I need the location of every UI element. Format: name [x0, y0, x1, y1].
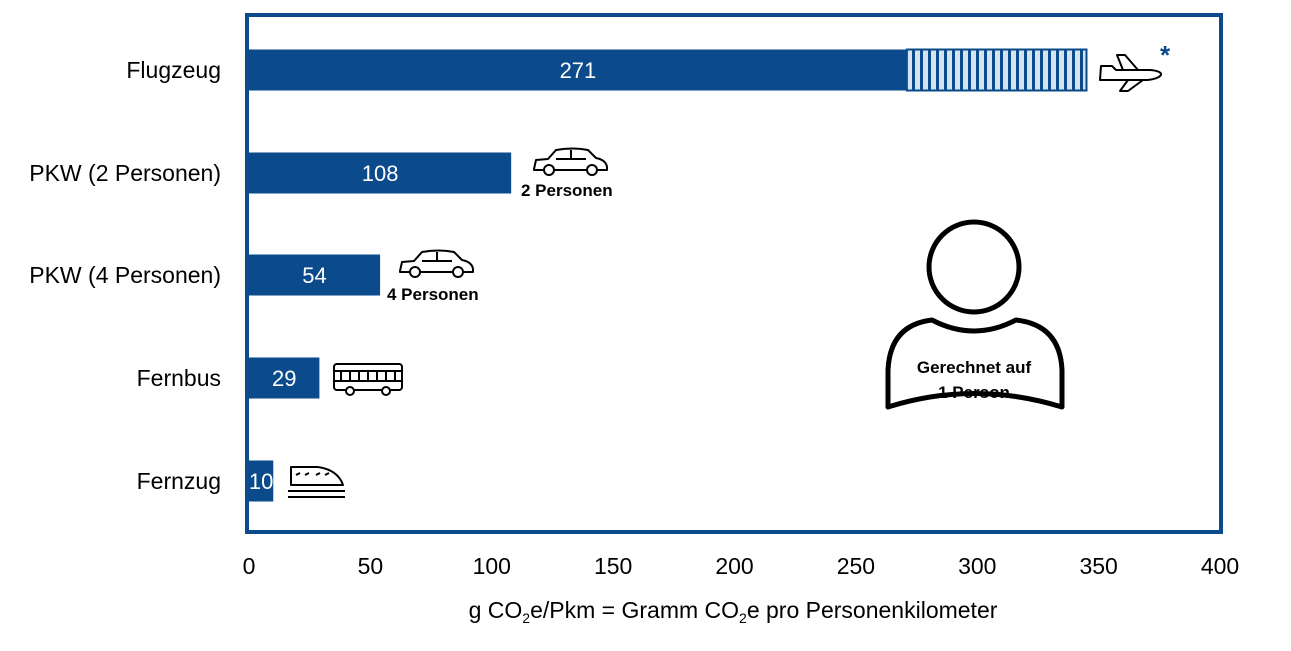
category-label: Fernzug [137, 468, 221, 494]
bar-0 [249, 49, 907, 91]
bar-extension-hatched [905, 48, 1088, 92]
bars-group: 271 108 54 29 10 [249, 48, 1088, 502]
car-icon [533, 147, 608, 176]
car-icon [399, 249, 474, 278]
plot-frame [245, 13, 1223, 534]
pkw4-note: 4 Personen [387, 285, 479, 304]
x-tick-labels: 0 50 100 150 200 250 300 350 400 [243, 553, 1240, 579]
category-labels: Flugzeug PKW (2 Personen) PKW (4 Personen)… [29, 57, 221, 494]
category-label: Flugzeug [126, 57, 221, 83]
x-tick-label: 100 [473, 553, 511, 579]
x-tick-label: 400 [1201, 553, 1239, 579]
x-tick-label: 50 [358, 553, 384, 579]
airplane-icon [1099, 54, 1163, 92]
bar-4 [249, 460, 274, 502]
bus-icon [333, 363, 403, 396]
category-label: Fernbus [137, 365, 221, 391]
bar-2 [249, 254, 381, 296]
x-tick-label: 350 [1079, 553, 1117, 579]
person-label-line1: Gerechnet auf [917, 358, 1032, 377]
x-tick-label: 300 [958, 553, 996, 579]
bar-value-label: 10 [249, 469, 273, 494]
plane-asterisk: * [1160, 40, 1171, 70]
x-tick-label: 150 [594, 553, 632, 579]
category-label: PKW (2 Personen) [29, 160, 221, 186]
bar-value-label: 29 [272, 366, 296, 391]
x-tick-label: 200 [715, 553, 753, 579]
category-label: PKW (4 Personen) [29, 262, 221, 288]
pkw2-note: 2 Personen [521, 181, 613, 200]
x-tick-label: 250 [837, 553, 875, 579]
bar-value-label: 108 [362, 161, 399, 186]
bar-1 [249, 152, 512, 194]
person-label-line2: 1 Person [938, 383, 1010, 402]
bar-value-label: 54 [302, 263, 326, 288]
bar-value-label: 271 [560, 58, 597, 83]
train-icon [288, 466, 345, 498]
x-tick-label: 0 [243, 553, 256, 579]
person-icon [885, 219, 1065, 410]
x-axis-label: g CO2e/Pkm = Gramm CO2e pro Personenkilo… [469, 597, 998, 626]
bar-3 [249, 357, 320, 399]
